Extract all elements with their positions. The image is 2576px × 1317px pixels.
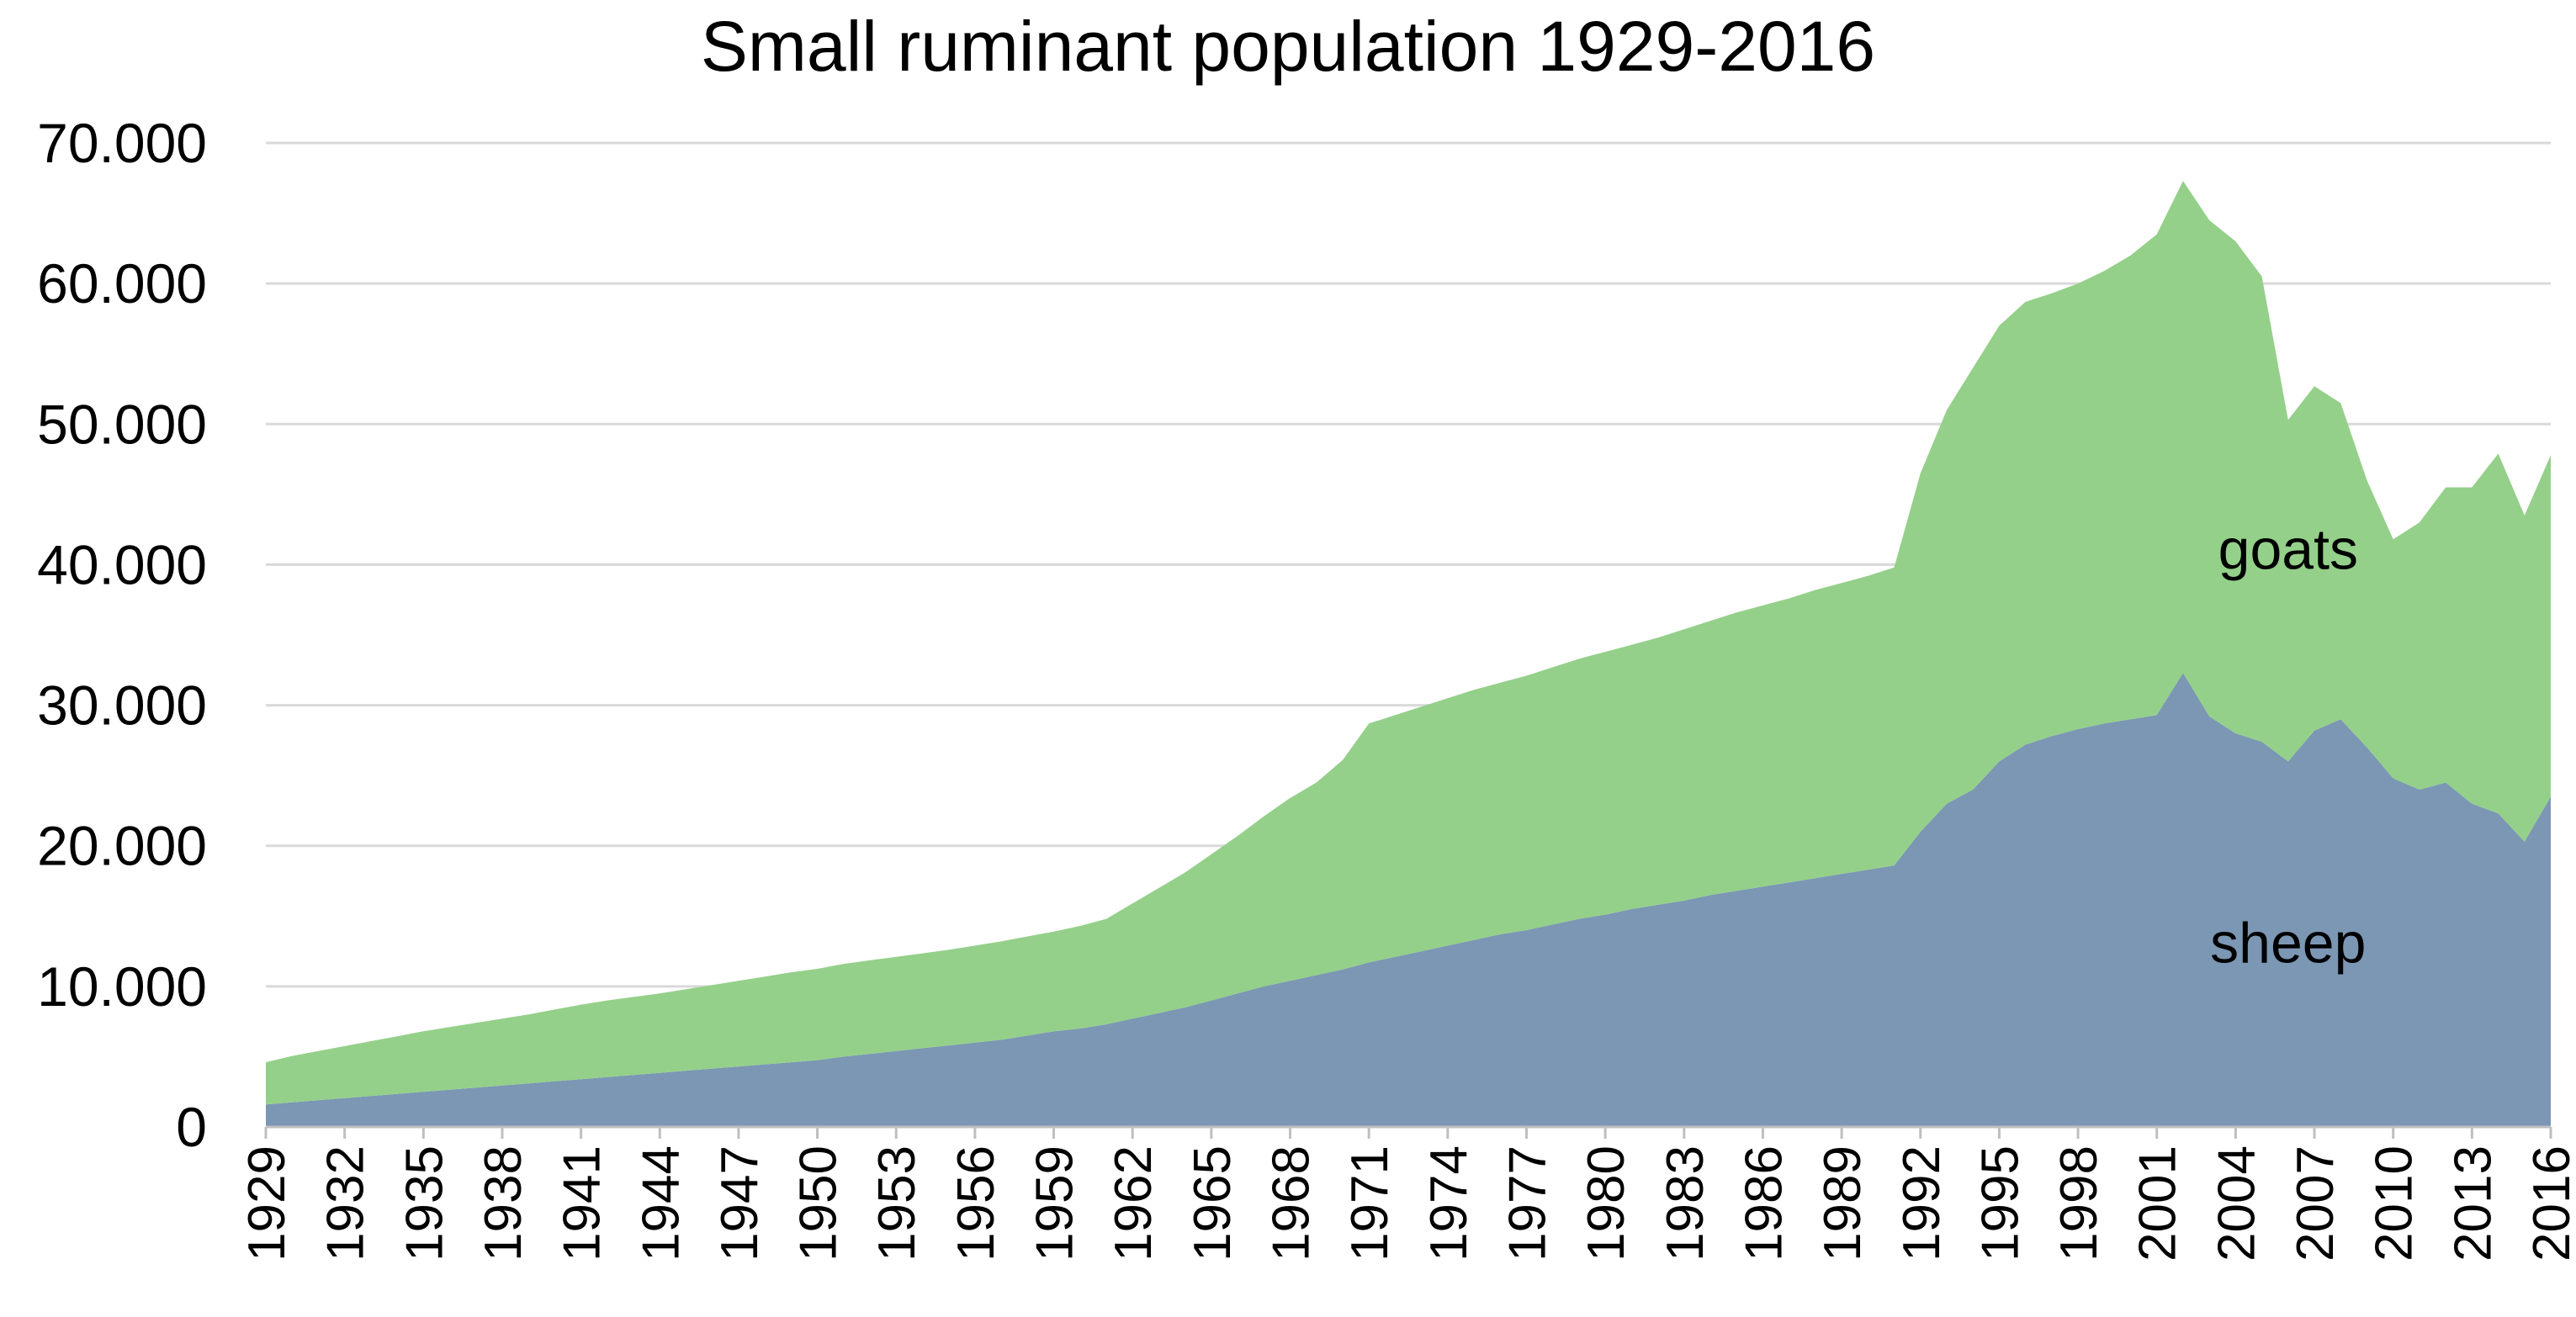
x-axis-ticks: 1929 1932 1935 1938 1941 1944 1947 1950 1953 1956… [238,1145,2576,1261]
x-tick-label: 1971 [1341,1145,1399,1261]
series-labels: sheep goats [2210,518,2366,976]
x-tick-label: 1947 [711,1145,769,1261]
x-tick-label: 2007 [2287,1145,2345,1261]
x-tick-label: 1950 [790,1145,848,1261]
y-axis-ticks: 0 10.000 20.000 30.000 40.000 50.000 60.000 70.… [37,112,207,1158]
x-tick-label: 1983 [1656,1145,1715,1261]
x-tick-label: 2013 [2444,1145,2502,1261]
x-tick-label: 1959 [1026,1145,1084,1261]
y-tick-label: 40.000 [37,533,207,595]
x-tick-label: 1956 [947,1145,1005,1261]
x-tick-label: 1965 [1184,1145,1242,1261]
x-tick-label: 1986 [1735,1145,1793,1261]
x-tick-label: 1953 [868,1145,926,1261]
x-tick-label: 1941 [554,1145,612,1261]
x-tick-label: 2001 [2129,1145,2187,1261]
y-tick-label: 70.000 [37,112,207,174]
area-goats [266,181,2551,1105]
x-tick-label: 1968 [1263,1145,1321,1261]
series-label-sheep: sheep [2210,912,2366,976]
x-tick-label: 1929 [238,1145,296,1261]
x-tick-label: 1944 [632,1145,690,1261]
x-tick-label: 1974 [1420,1145,1478,1261]
x-tick-label: 1980 [1577,1145,1635,1261]
series-label-goats: goats [2218,518,2358,582]
x-tick-label: 2016 [2523,1145,2576,1261]
x-tick-label: 1932 [317,1145,375,1261]
y-tick-label: 0 [176,1096,207,1158]
x-tick-label: 1977 [1498,1145,1556,1261]
x-axis [264,1125,2552,1139]
y-tick-label: 50.000 [37,393,207,455]
plot-areas [266,181,2551,1127]
x-tick-label: 1989 [1814,1145,1872,1261]
chart-title: Small ruminant population 1929-2016 [701,7,1875,86]
y-tick-label: 30.000 [37,674,207,737]
y-tick-label: 60.000 [37,252,207,315]
x-tick-label: 1992 [1893,1145,1951,1261]
grid-lines [266,141,2551,988]
area-sheep [266,673,2551,1127]
x-tick-label: 1938 [474,1145,533,1261]
x-tick-label: 1935 [395,1145,453,1261]
x-tick-label: 1998 [2050,1145,2108,1261]
y-tick-label: 10.000 [37,955,207,1018]
x-tick-label: 2010 [2366,1145,2424,1261]
x-tick-label: 1995 [1971,1145,2029,1261]
x-tick-label: 2004 [2208,1145,2266,1261]
y-tick-label: 20.000 [37,815,207,877]
x-tick-label: 1962 [1105,1145,1163,1261]
